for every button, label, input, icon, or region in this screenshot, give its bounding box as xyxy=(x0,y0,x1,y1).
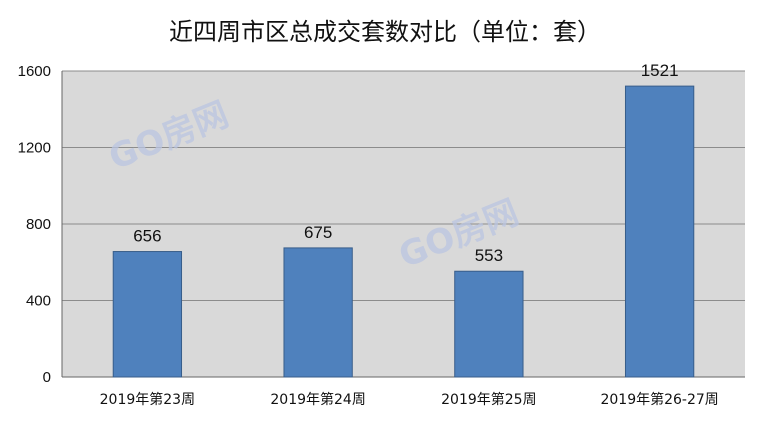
plot-area: 0 400 800 1200 1600 656 2019年第23周 675 2019年第24周 5… xyxy=(18,61,745,408)
y-tick-label: 400 xyxy=(26,293,51,310)
bar xyxy=(112,251,183,378)
data-label: 1521 xyxy=(641,61,679,80)
data-label: 675 xyxy=(304,223,332,242)
y-tick-label: 1600 xyxy=(18,63,51,80)
x-tick-label: 2019年第25周 xyxy=(441,391,536,408)
x-tick-label: 2019年第26-27周 xyxy=(600,391,718,408)
x-tick-label: 2019年第23周 xyxy=(100,391,195,408)
y-tick-label: 800 xyxy=(26,216,51,233)
bar xyxy=(283,247,353,378)
chart-title: 近四周市区总成交套数对比（单位：套） xyxy=(169,18,601,46)
data-label: 553 xyxy=(475,246,503,265)
bar xyxy=(454,270,524,378)
y-tick-label: 1200 xyxy=(18,140,51,157)
data-label: 656 xyxy=(133,227,161,246)
bar xyxy=(624,85,695,378)
x-tick-label: 2019年第24周 xyxy=(270,391,365,408)
y-tick-label: 0 xyxy=(43,369,51,386)
